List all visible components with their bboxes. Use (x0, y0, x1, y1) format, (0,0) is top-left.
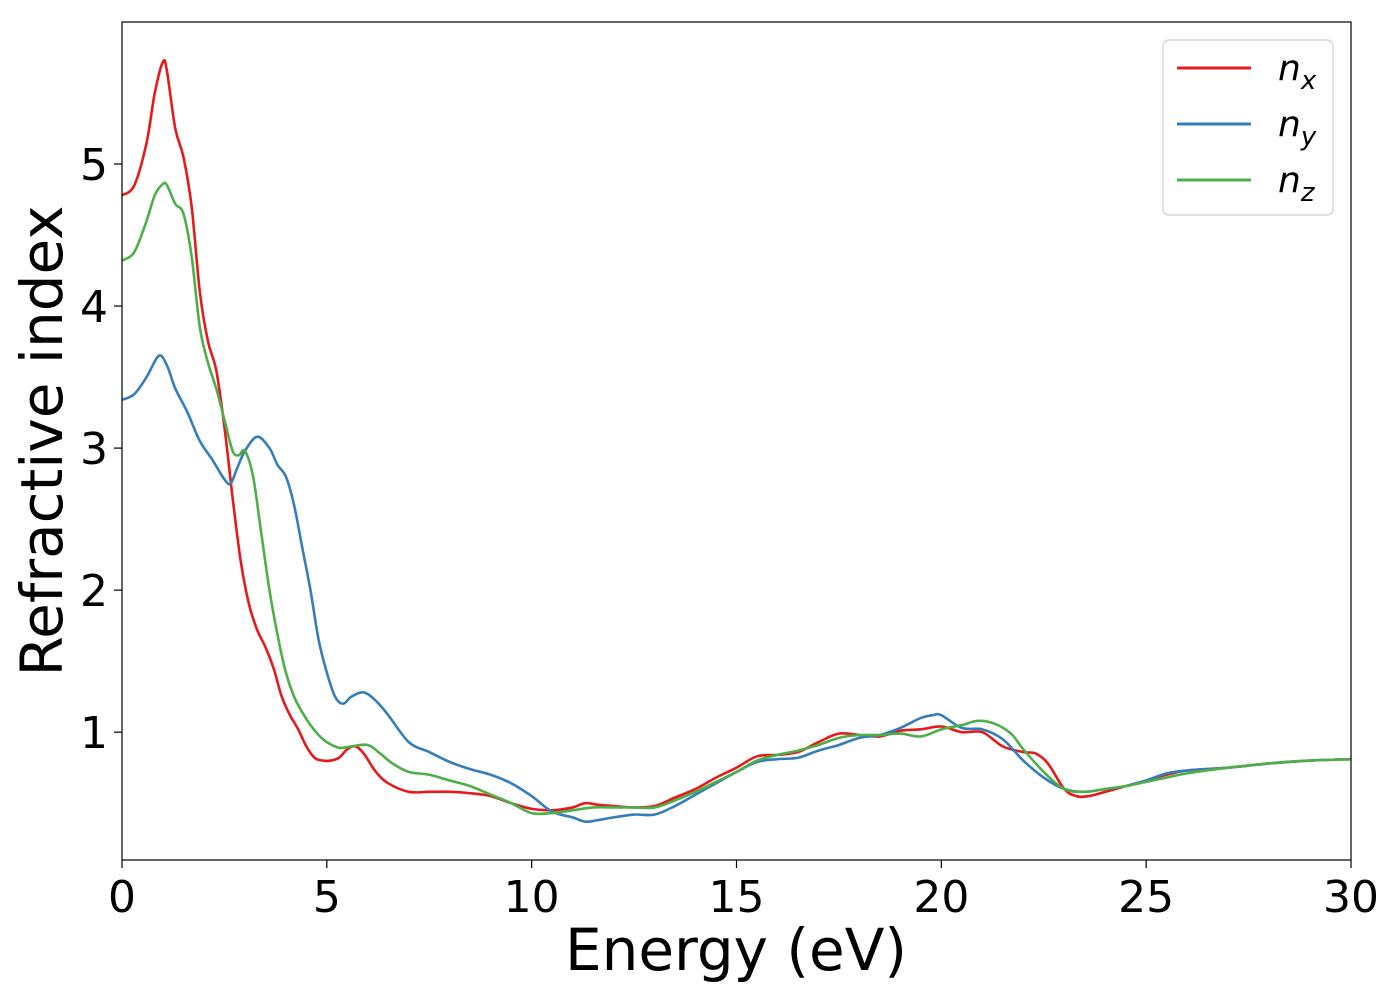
legend-label-nz: nz (1278, 160, 1316, 208)
series-line-nx (121, 58, 1352, 812)
x-tick-label: 30 (1323, 872, 1379, 923)
x-axis-ticks: 0 5 10 15 20 25 30 (108, 860, 1379, 923)
x-tick-label: 15 (709, 872, 765, 923)
y-axis-ticks: 1 2 3 4 5 (80, 140, 122, 759)
series-line-nz (121, 181, 1352, 816)
legend-label-main: n (1278, 104, 1301, 145)
x-tick-label: 5 (313, 872, 341, 923)
legend-label-ny: ny (1278, 104, 1317, 152)
y-tick-label: 3 (80, 424, 108, 475)
x-axis-label: Energy (eV) (565, 916, 907, 984)
plot-area (122, 22, 1351, 860)
y-tick-label: 4 (80, 282, 108, 333)
legend-frame (1162, 39, 1334, 216)
legend-label-subscript: z (1300, 178, 1316, 208)
y-tick-label: 5 (80, 140, 108, 191)
y-tick-label: 2 (80, 566, 108, 617)
x-tick-label: 25 (1118, 872, 1174, 923)
legend-label-nx: nx (1278, 48, 1317, 96)
x-tick-label: 10 (504, 872, 560, 923)
legend-label-main: n (1278, 48, 1301, 89)
series-group (121, 58, 1352, 824)
legend-label-subscript: y (1300, 122, 1317, 152)
y-tick-label: 1 (80, 708, 108, 759)
legend-label-subscript: x (1300, 66, 1317, 96)
legend-label-main: n (1278, 160, 1301, 201)
x-tick-label: 0 (108, 872, 136, 923)
x-tick-label: 20 (913, 872, 969, 923)
y-axis-label: Refractive index (8, 205, 76, 676)
